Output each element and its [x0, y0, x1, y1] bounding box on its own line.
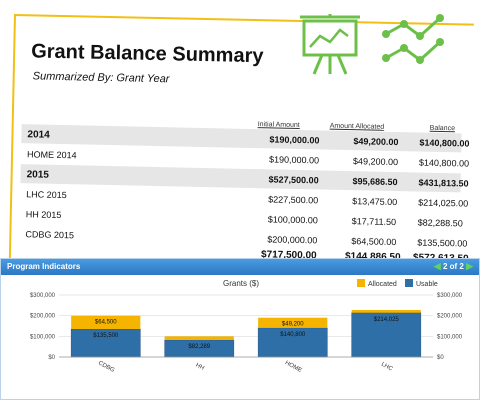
- row-allocated: $64,500.00: [351, 236, 397, 248]
- y-tick-label-right: $200,000: [437, 314, 463, 320]
- row-balance: $135,500.00: [417, 237, 468, 249]
- y-tick-label-right: $100,000: [437, 334, 463, 340]
- trend-line-icon: [382, 14, 452, 71]
- legend-label-allocated: Allocated: [368, 281, 397, 288]
- y-tick-label-left: $200,000: [30, 314, 56, 320]
- bar-allocated: [71, 315, 141, 329]
- bar-data-label-allocated: $49,200: [282, 322, 304, 328]
- row-label: HH 2015: [25, 209, 62, 221]
- panel-header: Program Indicators ◀ 2 of 2 ▶: [1, 259, 479, 275]
- header-initial-amount: Initial Amount: [257, 121, 300, 130]
- bar-allocated: [164, 336, 234, 340]
- bar-allocated: [351, 309, 421, 313]
- y-tick-label-right: $0: [437, 355, 444, 361]
- x-tick-label: HH: [194, 362, 204, 371]
- row-label: CDBG 2015: [25, 229, 75, 241]
- x-tick-label: HOME: [284, 360, 303, 374]
- row-balance: $140,800.00: [419, 137, 470, 149]
- legend-label-usable: Usable: [416, 281, 438, 288]
- program-indicators-panel: Program Indicators ◀ 2 of 2 ▶ Grants ($)…: [0, 258, 480, 400]
- bar-data-label-usable: $82,289: [188, 344, 210, 350]
- prev-page-icon[interactable]: ◀: [433, 261, 441, 271]
- x-tick-label: CDBG: [97, 360, 115, 374]
- y-tick-label-left: $300,000: [30, 293, 56, 299]
- bar-data-label-usable: $214,025: [374, 317, 400, 323]
- row-allocated: $13,475.00: [352, 196, 398, 208]
- row-label: 2015: [26, 169, 49, 181]
- presentation-easel-icon: [298, 14, 362, 81]
- y-tick-label-left: $100,000: [30, 334, 56, 340]
- report-title: Grant Balance Summary: [30, 40, 264, 68]
- bar-data-label-usable: $135,500: [93, 333, 119, 339]
- row-allocated: $49,200.00: [352, 156, 399, 168]
- row-label: 2014: [27, 129, 50, 141]
- row-initial: $190,000.00: [268, 154, 320, 166]
- report-subtitle: Summarized By: Grant Year: [32, 70, 170, 86]
- row-balance: $214,025.00: [418, 197, 469, 209]
- row-label: LHC 2015: [26, 189, 67, 201]
- row-initial: $200,000.00: [267, 234, 318, 246]
- header-balance: Balance: [429, 124, 456, 133]
- pager: ◀ 2 of 2 ▶: [434, 261, 473, 272]
- row-initial: $227,500.00: [268, 194, 319, 206]
- pager-label: 2 of 2: [442, 262, 464, 271]
- next-page-icon[interactable]: ▶: [466, 261, 473, 271]
- row-initial: $190,000.00: [269, 134, 320, 146]
- row-allocated: $95,686.50: [352, 176, 398, 188]
- bar-data-label-allocated: $64,500: [95, 320, 117, 326]
- panel-title: Program Indicators: [7, 262, 81, 271]
- x-tick-label: LHC: [380, 362, 394, 373]
- row-allocated: $49,200.00: [353, 136, 399, 148]
- row-label: HOME 2014: [26, 149, 77, 161]
- row-balance: $140,800.00: [418, 157, 470, 169]
- row-balance: $82,288.50: [417, 217, 463, 229]
- grants-chart: Grants ($) Allocated Usable $0 $0 $100,000 $10…: [30, 279, 463, 374]
- y-tick-label-right: $300,000: [437, 293, 463, 299]
- legend-swatch-usable: [405, 279, 413, 287]
- row-initial: $100,000.00: [267, 214, 318, 226]
- bar-data-label-usable: $140,800: [280, 332, 306, 338]
- chart-title: Grants ($): [223, 279, 259, 288]
- y-tick-label-left: $0: [48, 355, 55, 361]
- legend-swatch-allocated: [357, 279, 365, 287]
- row-balance: $431,813.50: [418, 177, 469, 189]
- row-initial: $527,500.00: [268, 174, 319, 186]
- bar-allocated: [258, 317, 328, 328]
- row-allocated: $17,711.50: [351, 216, 397, 228]
- header-amount-allocated: Amount Allocated: [329, 122, 385, 131]
